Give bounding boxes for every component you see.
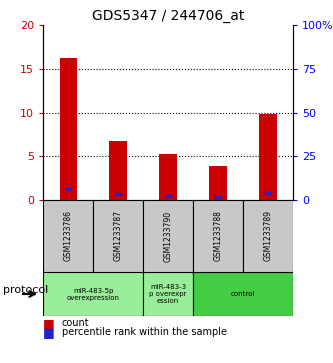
Bar <box>43 272 143 316</box>
Bar <box>116 193 121 195</box>
Bar <box>265 192 271 194</box>
Text: miR-483-5p
overexpression: miR-483-5p overexpression <box>67 287 120 301</box>
Text: ■: ■ <box>43 317 55 330</box>
Bar <box>193 200 243 272</box>
Text: control: control <box>231 291 255 297</box>
Bar <box>66 188 71 190</box>
Text: GSM1233786: GSM1233786 <box>64 211 73 261</box>
Bar <box>143 200 193 272</box>
Bar <box>209 166 227 200</box>
Text: protocol: protocol <box>3 285 49 295</box>
Bar <box>43 200 93 272</box>
Bar <box>93 200 143 272</box>
Bar <box>166 195 171 197</box>
Text: percentile rank within the sample: percentile rank within the sample <box>62 327 226 337</box>
Bar <box>193 272 293 316</box>
Text: GSM1233789: GSM1233789 <box>263 211 273 261</box>
Bar <box>215 196 221 198</box>
Title: GDS5347 / 244706_at: GDS5347 / 244706_at <box>92 9 244 23</box>
Text: GSM1233788: GSM1233788 <box>213 211 223 261</box>
Bar <box>60 58 77 200</box>
Text: GSM1233790: GSM1233790 <box>164 211 173 261</box>
Text: GSM1233787: GSM1233787 <box>114 211 123 261</box>
Bar <box>243 200 293 272</box>
Bar <box>110 141 127 200</box>
Text: count: count <box>62 318 89 328</box>
Text: ■: ■ <box>43 326 55 339</box>
Text: miR-483-3
p overexpr
ession: miR-483-3 p overexpr ession <box>150 284 187 304</box>
Bar <box>160 154 177 200</box>
Bar <box>143 272 193 316</box>
Bar <box>259 114 277 200</box>
